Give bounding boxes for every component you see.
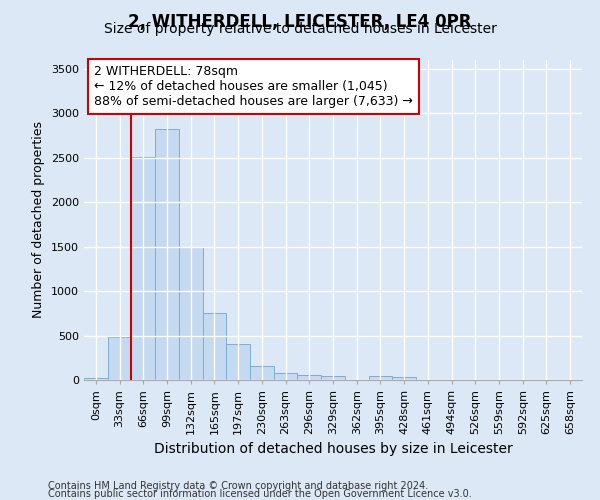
Text: Contains HM Land Registry data © Crown copyright and database right 2024.: Contains HM Land Registry data © Crown c… <box>48 481 428 491</box>
Bar <box>203 314 226 380</box>
Bar <box>274 374 298 380</box>
Bar <box>321 376 345 380</box>
Bar <box>108 338 131 380</box>
X-axis label: Distribution of detached houses by size in Leicester: Distribution of detached houses by size … <box>154 442 512 456</box>
Text: 2, WITHERDELL, LEICESTER, LE4 0PR: 2, WITHERDELL, LEICESTER, LE4 0PR <box>128 12 472 30</box>
Bar <box>250 366 274 380</box>
Bar <box>226 344 250 380</box>
Y-axis label: Number of detached properties: Number of detached properties <box>32 122 46 318</box>
Bar <box>298 375 321 380</box>
Bar <box>392 378 416 380</box>
Bar <box>84 378 108 380</box>
Text: Contains public sector information licensed under the Open Government Licence v3: Contains public sector information licen… <box>48 489 472 499</box>
Bar <box>131 157 155 380</box>
Text: 2 WITHERDELL: 78sqm
← 12% of detached houses are smaller (1,045)
88% of semi-det: 2 WITHERDELL: 78sqm ← 12% of detached ho… <box>94 65 413 108</box>
Bar <box>155 130 179 380</box>
Text: Size of property relative to detached houses in Leicester: Size of property relative to detached ho… <box>104 22 496 36</box>
Bar <box>368 376 392 380</box>
Bar <box>179 246 203 380</box>
